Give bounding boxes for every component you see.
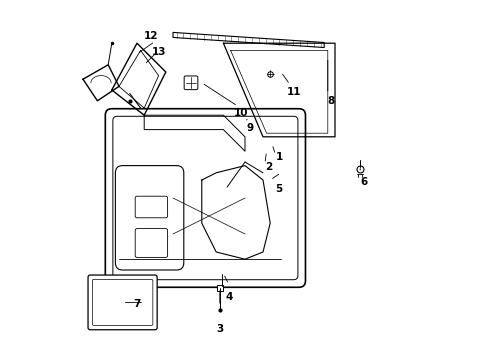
Text: 3: 3 xyxy=(216,324,223,334)
FancyBboxPatch shape xyxy=(116,166,184,270)
Text: 11: 11 xyxy=(286,87,301,97)
Text: 12: 12 xyxy=(144,31,159,41)
Text: 8: 8 xyxy=(328,96,335,106)
Text: 10: 10 xyxy=(234,108,248,118)
Text: 7: 7 xyxy=(133,299,141,309)
Text: 5: 5 xyxy=(275,184,283,194)
FancyBboxPatch shape xyxy=(105,109,305,287)
FancyBboxPatch shape xyxy=(184,76,198,90)
Text: 6: 6 xyxy=(360,177,368,187)
FancyBboxPatch shape xyxy=(135,196,168,218)
FancyBboxPatch shape xyxy=(113,116,298,280)
Text: 4: 4 xyxy=(225,292,232,302)
Text: 1: 1 xyxy=(275,152,283,162)
FancyBboxPatch shape xyxy=(92,279,153,325)
Polygon shape xyxy=(173,32,324,48)
Text: 9: 9 xyxy=(247,123,254,133)
FancyBboxPatch shape xyxy=(88,275,157,330)
FancyBboxPatch shape xyxy=(135,229,168,257)
Text: 2: 2 xyxy=(265,162,272,172)
Text: 13: 13 xyxy=(151,47,166,57)
